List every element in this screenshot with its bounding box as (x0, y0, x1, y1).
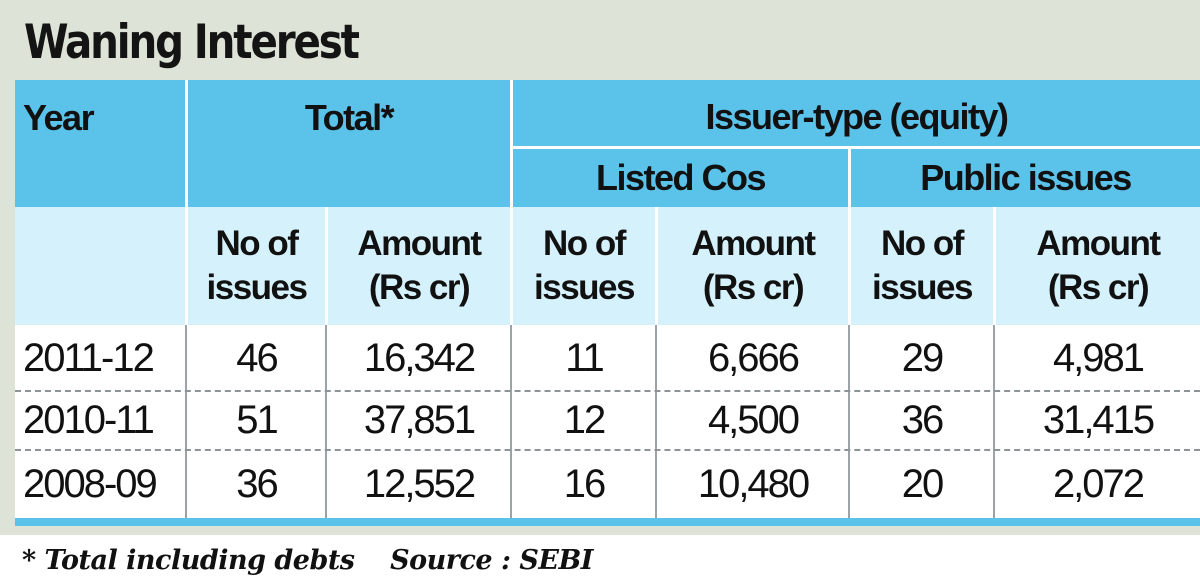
data-table: Year Total* Issuer-type (equity) Listed … (15, 80, 1200, 530)
public-amount-value: 4,981 (1052, 335, 1145, 380)
subheader-amt-line2: (Rs cr) (1047, 268, 1150, 307)
public-amount-value: 2,072 (1052, 461, 1145, 506)
subheader-listed-no: No of issues (513, 212, 655, 320)
subheader-public-no: No of issues (851, 212, 993, 320)
total-issues-value: 51 (236, 397, 279, 442)
divider-issuer-type (510, 146, 1200, 149)
body-divider (993, 325, 995, 518)
subheader-total-amount: Amount (Rs cr) (328, 212, 510, 320)
body-divider (185, 325, 187, 518)
row-year: 2011-12 (23, 335, 155, 380)
subheader-total-no: No of issues (188, 212, 325, 320)
subheader-amt-line2: (Rs cr) (368, 268, 471, 307)
body-band (15, 325, 1200, 520)
header-public-issues: Public issues (920, 157, 1132, 198)
subheader-no-line2: issues (534, 268, 635, 307)
row-year: 2008-09 (23, 461, 158, 506)
subheader-amt-line2: (Rs cr) (702, 268, 805, 307)
header-year: Year (23, 97, 95, 138)
divider-total-sub (325, 207, 328, 325)
subheader-amt-line1: Amount (691, 224, 816, 263)
row-divider (15, 390, 1200, 392)
subheader-public-amount: Amount (Rs cr) (996, 212, 1200, 320)
divider-year (185, 80, 188, 325)
subheader-no-line1: No of (881, 224, 964, 263)
subheader-no-line1: No of (543, 224, 626, 263)
total-amount-value: 12,552 (363, 461, 476, 506)
divider-total (510, 80, 513, 325)
total-amount-value: 16,342 (363, 335, 476, 380)
body-divider (510, 325, 512, 518)
header-band (15, 80, 1200, 207)
header-listed-cos: Listed Cos (595, 157, 767, 198)
total-issues-value: 36 (236, 461, 279, 506)
body-divider (655, 325, 657, 518)
divider-public-sub (993, 207, 996, 325)
chart-title: Waning Interest (24, 15, 360, 70)
listed-amount-value: 4,500 (707, 397, 800, 442)
row-year: 2010-11 (23, 397, 155, 442)
header-total: Total* (304, 97, 395, 138)
header-issuer-type: Issuer-type (equity) (705, 96, 1009, 137)
subheader-no-line1: No of (215, 224, 299, 263)
body-divider (325, 325, 327, 518)
listed-issues-value: 11 (565, 335, 605, 380)
table-bottom-bar (15, 518, 1200, 526)
subheader-band (15, 207, 1200, 325)
total-amount-value: 37,851 (363, 397, 476, 442)
subheader-no-line2: issues (872, 268, 973, 307)
subheader-amt-line1: Amount (1036, 224, 1161, 263)
divider-listed-sub (655, 207, 658, 325)
row-divider (15, 449, 1200, 451)
subheader-amt-line1: Amount (357, 224, 482, 263)
listed-amount-value: 10,480 (697, 461, 810, 506)
subheader-listed-amount: Amount (Rs cr) (658, 212, 848, 320)
listed-issues-value: 12 (563, 397, 607, 442)
public-issues-value: 20 (901, 461, 945, 506)
body-divider (848, 325, 850, 518)
divider-listed (848, 146, 851, 325)
listed-issues-value: 16 (563, 461, 607, 506)
footnote: * Total including debts Source : SEBI (22, 545, 593, 576)
subheader-no-line2: issues (206, 268, 308, 307)
public-issues-value: 36 (901, 397, 945, 442)
listed-amount-value: 6,666 (707, 335, 800, 380)
total-issues-value: 46 (236, 335, 279, 380)
public-issues-value: 29 (901, 335, 945, 380)
public-amount-value: 31,415 (1042, 397, 1155, 442)
